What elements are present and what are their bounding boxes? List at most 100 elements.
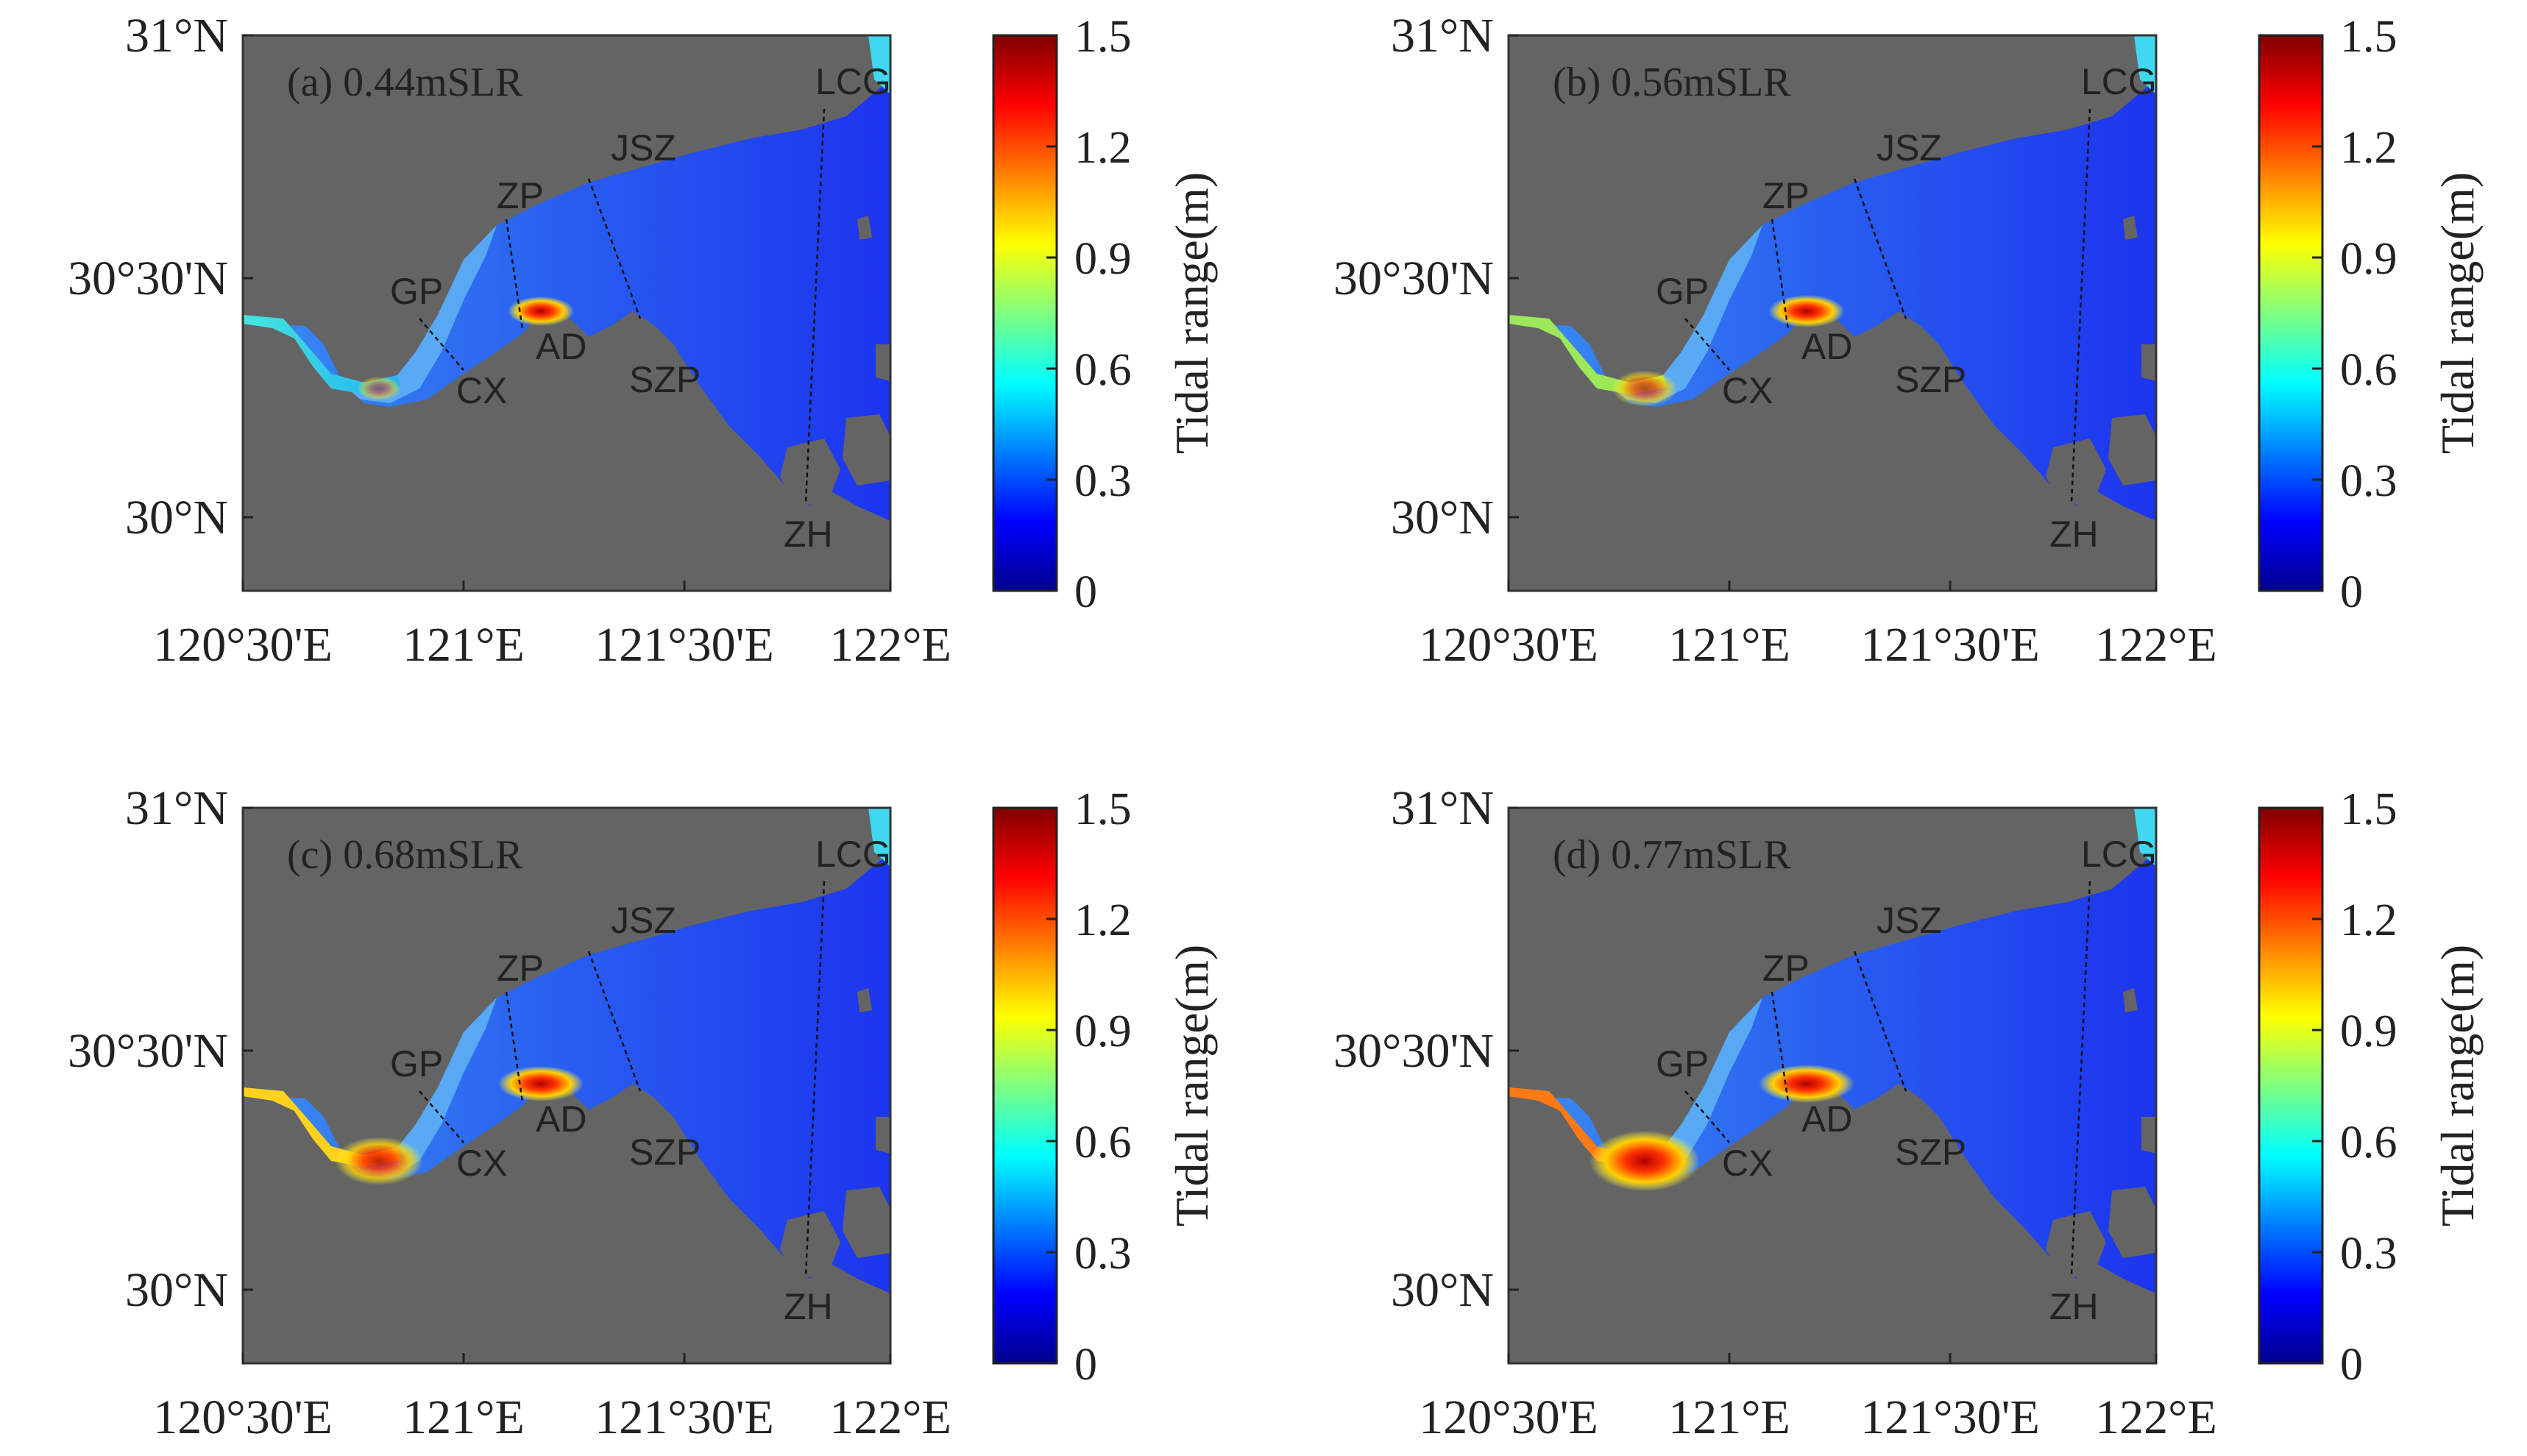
hotspot-river-bend: [1589, 1130, 1700, 1192]
x-tick-label: 122°E: [2095, 618, 2217, 672]
y-tick-label: 31°N: [1391, 781, 1494, 835]
y-tick-label: 30°N: [1391, 1263, 1494, 1317]
colorbar-tick-label: 0: [1074, 567, 1097, 617]
station-label-zp: ZP: [1762, 175, 1810, 216]
hotspot-ad: [497, 1066, 584, 1101]
y-tick-label: 30°30'N: [1333, 1024, 1494, 1078]
section-line-lcg: [804, 881, 826, 1276]
station-label-zp: ZP: [497, 948, 544, 989]
map-frame: [241, 34, 892, 592]
station-label-lcg: LCG: [2081, 834, 2157, 875]
colorbar-tick-label: 0: [2340, 567, 2363, 617]
y-tick-label: 30°N: [125, 491, 228, 544]
x-tick-label: 121°30'E: [595, 618, 774, 672]
section-line-zp: [505, 219, 524, 330]
colorbar-tick-label: 0.3: [1074, 456, 1132, 506]
station-label-cx: CX: [456, 1143, 507, 1184]
x-tick-label: 121°E: [403, 1391, 525, 1444]
colorbar-b: 1.5 1.2 0.9 0.6 0.3 0 Tidal range(m): [2258, 12, 2484, 617]
station-label-jsz: JSZ: [1876, 127, 1942, 168]
lcg-corner-water: [2134, 35, 2156, 94]
section-line-jsz: [587, 951, 642, 1092]
y-tick-label: 30°N: [1391, 491, 1494, 544]
colorbar-label: Tidal range(m): [1166, 945, 1218, 1226]
colorbar-tick-label: 0.9: [2340, 1006, 2397, 1057]
hotspot-ad: [1768, 295, 1845, 327]
station-label-lcg: LCG: [815, 61, 891, 102]
x-tick-label: 122°E: [829, 618, 951, 672]
section-line-lcg: [804, 108, 826, 503]
island: [843, 1187, 890, 1258]
panel-b: LCG JSZ ZP GP AD SZP CX ZH (b) 0.56mSLR 120°30'E 1…: [1333, 9, 2484, 672]
island: [2046, 1211, 2106, 1279]
station-label-zh: ZH: [2049, 1286, 2099, 1327]
colorbar-tick-label: 0.9: [1074, 234, 1132, 284]
x-tick-label: 120°30'E: [1419, 618, 1598, 672]
colorbar-tick-label: 1.2: [1074, 123, 1132, 173]
station-label-gp: GP: [1656, 1043, 1709, 1084]
station-label-zp: ZP: [1762, 948, 1810, 989]
island: [2141, 1117, 2156, 1154]
colorbar-tick-label: 0: [2340, 1340, 2363, 1390]
panel-title: (a) 0.44mSLR: [287, 60, 523, 105]
island: [2108, 1187, 2156, 1258]
colorbar-tick-label: 0.6: [1074, 345, 1132, 395]
island: [780, 438, 840, 506]
station-label-szp: SZP: [1895, 359, 1966, 400]
hotspot-river-bend: [357, 376, 401, 401]
colorbar-tick-label: 0.3: [1074, 1229, 1132, 1279]
island: [857, 216, 872, 240]
station-label-ad: AD: [1801, 326, 1852, 367]
colorbar-gradient: [992, 806, 1058, 1365]
lcg-corner-water: [2134, 808, 2156, 867]
station-label-szp: SZP: [629, 1132, 701, 1173]
x-tick-label: 121°E: [403, 618, 525, 672]
section-line-zp: [1771, 991, 1790, 1103]
colorbar-tick-label: 0.3: [2340, 456, 2397, 506]
x-tick-label: 121°E: [1668, 1391, 1790, 1444]
section-line-jsz: [587, 178, 642, 319]
colorbar-gradient: [2258, 34, 2324, 592]
station-label-lcg: LCG: [2081, 61, 2157, 102]
station-label-gp: GP: [1656, 271, 1709, 312]
y-tick-label: 30°30'N: [68, 252, 228, 305]
island: [857, 988, 872, 1012]
panel-a: LCG JSZ ZP GP AD SZP CX ZH (a) 0.44mSLR 120°30'E 1…: [68, 9, 1218, 672]
map-area-a: LCG JSZ ZP GP AD SZP CX ZH: [243, 35, 891, 591]
colorbar-tick-label: 1.5: [1074, 784, 1132, 834]
section-line-jsz: [1853, 951, 1907, 1092]
map-frame: [1507, 806, 2158, 1365]
island: [2046, 438, 2106, 506]
panel-title: (d) 0.77mSLR: [1553, 832, 1791, 878]
panel-title: (c) 0.68mSLR: [287, 832, 523, 878]
colorbar-c: 1.5 1.2 0.9 0.6 0.3 0 Tidal range(m): [992, 784, 1218, 1390]
panel-c: LCG JSZ ZP GP AD SZP CX ZH (c) 0.68mSLR 120°30'E 1…: [68, 781, 1218, 1444]
colorbar-tick-label: 1.5: [1074, 12, 1132, 62]
map-area-d: LCG JSZ ZP GP AD SZP CX ZH: [1509, 808, 2157, 1363]
x-tick-label: 120°30'E: [1419, 1391, 1598, 1444]
island: [2123, 988, 2138, 1012]
section-line-gp: [419, 318, 464, 371]
x-tick-label: 121°30'E: [1860, 618, 2040, 672]
panel-title: (b) 0.56mSLR: [1553, 60, 1791, 105]
colorbar-tick-label: 1.2: [1074, 895, 1132, 945]
colorbar-tick-label: 1.2: [2340, 123, 2397, 173]
lcg-corner-water: [868, 35, 890, 94]
station-label-jsz: JSZ: [1876, 900, 1942, 941]
y-tick-label: 30°30'N: [68, 1024, 228, 1078]
colorbar-gradient: [992, 34, 1058, 592]
island: [2108, 414, 2156, 486]
section-line-zp: [1771, 219, 1790, 330]
y-tick-label: 31°N: [125, 781, 228, 835]
hotspot-river-bend: [1612, 370, 1678, 407]
y-tick-label: 30°N: [125, 1263, 228, 1317]
station-label-gp: GP: [390, 271, 443, 312]
colorbar-tick-label: 0.6: [1074, 1118, 1132, 1168]
station-label-cx: CX: [1722, 1143, 1773, 1184]
colorbar-tick-label: 0.6: [2340, 1118, 2397, 1168]
colorbar-tick-label: 0.9: [2340, 234, 2397, 284]
island: [780, 1211, 840, 1279]
section-line-gp: [419, 1090, 464, 1143]
x-tick-label: 121°30'E: [1860, 1391, 2040, 1444]
station-label-zh: ZH: [784, 514, 833, 555]
